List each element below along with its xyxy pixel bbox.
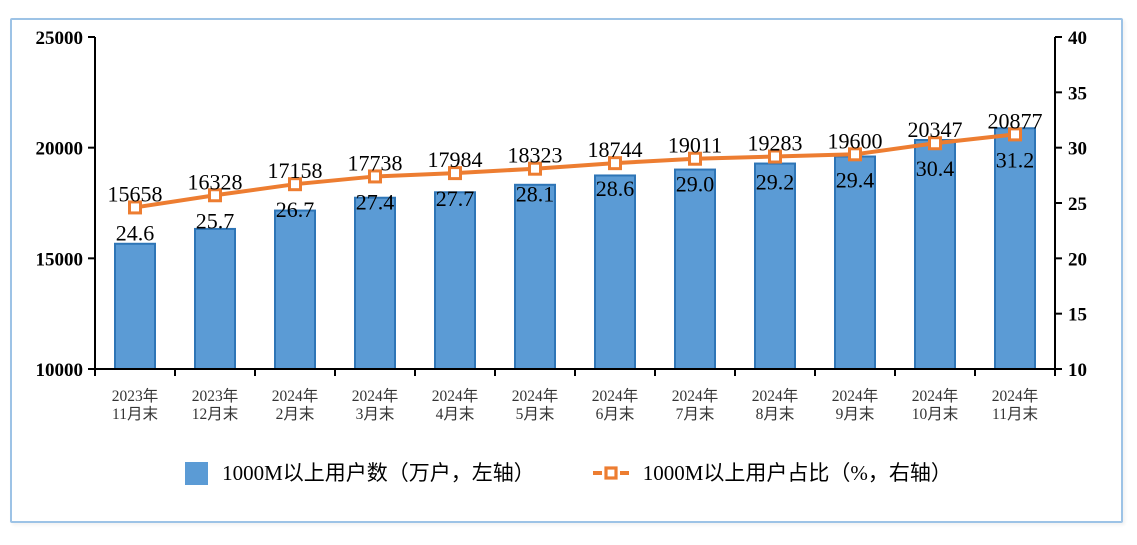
x-axis-label: 2024年 [432, 387, 479, 405]
x-axis-label: 2024年 [512, 387, 559, 405]
axis-tick-label: 20 [1068, 249, 1087, 270]
axis-tick-label: 30 [1068, 139, 1087, 160]
bar [674, 168, 716, 370]
legend-bar-label: 1000M以上用户数（万户，左轴） [222, 460, 535, 485]
bar-value-label: 17984 [428, 147, 483, 172]
line-pct-label: 30.4 [916, 156, 955, 181]
x-axis-label: 8月末 [756, 405, 795, 423]
x-axis-label: 4月末 [436, 405, 475, 423]
bar [434, 191, 476, 370]
x-axis-label: 11月末 [112, 405, 158, 423]
line-marker [1008, 127, 1022, 142]
bar-value-label: 17738 [348, 150, 403, 175]
x-axis-label: 2023年 [192, 387, 239, 405]
bar-value-label: 19283 [748, 131, 803, 156]
line-pct-label: 28.1 [516, 182, 555, 207]
line-marker [768, 149, 782, 164]
line-marker [208, 188, 222, 203]
bar-value-label: 18323 [508, 143, 563, 168]
bar [514, 183, 556, 370]
bar-value-label: 20877 [988, 108, 1043, 133]
axis-tick-label: 15 [1068, 305, 1087, 326]
x-axis-label: 2024年 [992, 387, 1039, 405]
axis-tick-label: 10 [1068, 360, 1087, 381]
axis-tick-label: 15000 [36, 249, 84, 270]
x-axis-label: 2024年 [912, 387, 959, 405]
axis-tick-label: 20000 [36, 139, 84, 160]
line-pct-label: 24.6 [116, 220, 155, 245]
line-pct-label: 26.7 [276, 197, 315, 222]
line-marker [528, 161, 542, 176]
bar-value-label: 15658 [108, 181, 163, 206]
axis-tick-label: 40 [1068, 28, 1087, 49]
line-marker [448, 166, 462, 181]
line-pct-label: 27.7 [436, 186, 475, 211]
line-marker [688, 151, 702, 166]
line-pct-label: 27.4 [356, 189, 395, 214]
bar [914, 138, 956, 370]
line-pct-label: 25.7 [196, 208, 235, 233]
line-pct-label: 29.2 [756, 170, 795, 195]
line-series-marker-icon [592, 466, 629, 480]
x-axis-label: 2月末 [276, 405, 315, 423]
legend-line-label: 1000M以上用户占比（%，右轴） [642, 460, 952, 485]
bar [594, 174, 636, 370]
bar [274, 209, 316, 370]
bar-value-label: 16328 [188, 169, 243, 194]
x-axis-label: 2023年 [112, 387, 159, 405]
line-pct-label: 31.2 [996, 147, 1035, 172]
axis-tick-label: 25 [1068, 194, 1087, 215]
bar-value-label: 19011 [668, 133, 722, 158]
line-pct-label: 29.4 [836, 167, 875, 192]
line-marker [848, 147, 862, 162]
line-pct-label: 29.0 [676, 172, 715, 197]
x-axis-label: 5月末 [516, 405, 555, 423]
line-marker [928, 136, 942, 151]
bar-value-label: 18744 [588, 137, 643, 162]
x-axis-label: 6月末 [596, 405, 635, 423]
line-pct-label: 28.6 [596, 176, 635, 201]
bar-series-swatch-icon [185, 461, 209, 485]
line-series [134, 132, 1016, 210]
bar [834, 155, 876, 370]
line-marker [128, 200, 142, 215]
x-axis-label: 2024年 [352, 387, 399, 405]
bar [754, 162, 796, 370]
x-axis-label: 9月末 [836, 405, 875, 423]
line-marker [368, 169, 382, 184]
x-axis-label: 2024年 [272, 387, 319, 405]
legend-item-line: 1000M以上用户占比（%，右轴） [592, 460, 952, 485]
x-axis-label: 2024年 [832, 387, 879, 405]
x-axis-label: 11月末 [992, 405, 1038, 423]
bar-value-label: 17158 [268, 158, 323, 183]
x-axis-label: 2024年 [592, 387, 639, 405]
legend: 1000M以上用户数（万户，左轴） 1000M以上用户占比（%，右轴） [0, 456, 1137, 490]
x-axis-label: 2024年 [752, 387, 799, 405]
axis-tick-label: 10000 [36, 360, 84, 381]
x-axis-label: 12月末 [192, 405, 239, 423]
bar [194, 227, 236, 370]
bar-value-label: 19600 [828, 128, 883, 153]
x-axis-label: 10月末 [912, 405, 959, 423]
bar-value-label: 20347 [908, 117, 963, 142]
line-marker [608, 156, 622, 171]
x-axis-label: 7月末 [676, 405, 715, 423]
bar [114, 242, 156, 371]
x-axis-label: 2024年 [672, 387, 719, 405]
axis-tick-label: 25000 [36, 28, 84, 49]
x-axis-label: 3月末 [356, 405, 395, 423]
line-marker [288, 177, 302, 192]
legend-item-bar: 1000M以上用户数（万户，左轴） [185, 460, 535, 485]
axis-tick-label: 35 [1068, 83, 1087, 104]
bar [354, 196, 396, 370]
